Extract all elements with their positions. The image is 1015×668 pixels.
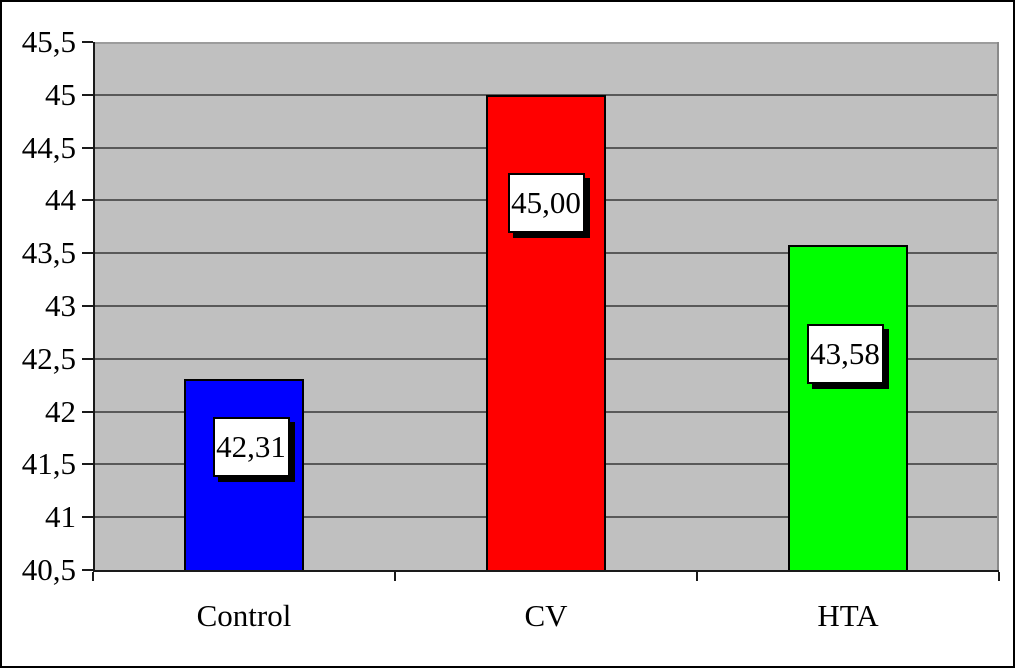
data-label-hta: 43,58 — [806, 323, 884, 384]
x-axis-tick — [92, 572, 94, 581]
y-axis-tick — [82, 516, 93, 519]
y-axis-tick — [82, 146, 93, 149]
plot-border-right — [997, 42, 999, 570]
category-label-hta: HTA — [817, 598, 879, 633]
x-axis-tick — [696, 572, 698, 581]
category-label-control: Control — [196, 598, 292, 633]
plot-border-top — [93, 42, 999, 44]
y-axis-tick-label: 42 — [45, 393, 76, 429]
y-axis-tick — [82, 199, 93, 202]
y-axis-tick — [82, 569, 93, 571]
y-axis-tick-label: 45 — [45, 76, 76, 112]
y-axis-tick-label: 41,5 — [21, 446, 76, 482]
category-label-cv: CV — [524, 598, 568, 633]
y-axis-line — [93, 42, 95, 572]
y-axis-tick-label: 43 — [45, 288, 76, 323]
y-axis-tick-label: 40,5 — [21, 552, 76, 587]
x-axis-line — [93, 570, 999, 572]
x-axis-tick — [998, 572, 1000, 581]
bar-hta — [788, 244, 908, 572]
y-axis-tick — [82, 305, 93, 307]
y-axis-tick-label: 44 — [45, 182, 76, 218]
data-label-control: 42,31 — [212, 416, 290, 477]
data-label-cv: 45,00 — [507, 172, 585, 233]
bar-cv — [486, 94, 606, 572]
y-axis-tick-label: 43,5 — [21, 235, 76, 271]
y-axis-tick — [82, 410, 93, 413]
y-axis-tick — [82, 357, 93, 360]
y-axis-tick-label: 41 — [45, 499, 76, 535]
y-axis-tick-label: 44,5 — [21, 129, 76, 165]
plot-area — [93, 42, 999, 572]
y-axis-tick — [82, 252, 93, 255]
y-axis-tick — [82, 41, 93, 43]
y-axis-tick — [82, 93, 93, 96]
y-axis-tick-label: 45,5 — [21, 24, 76, 59]
y-axis-tick — [82, 463, 93, 466]
y-axis-tick-label: 42,5 — [21, 340, 76, 376]
x-axis-tick — [394, 572, 396, 581]
